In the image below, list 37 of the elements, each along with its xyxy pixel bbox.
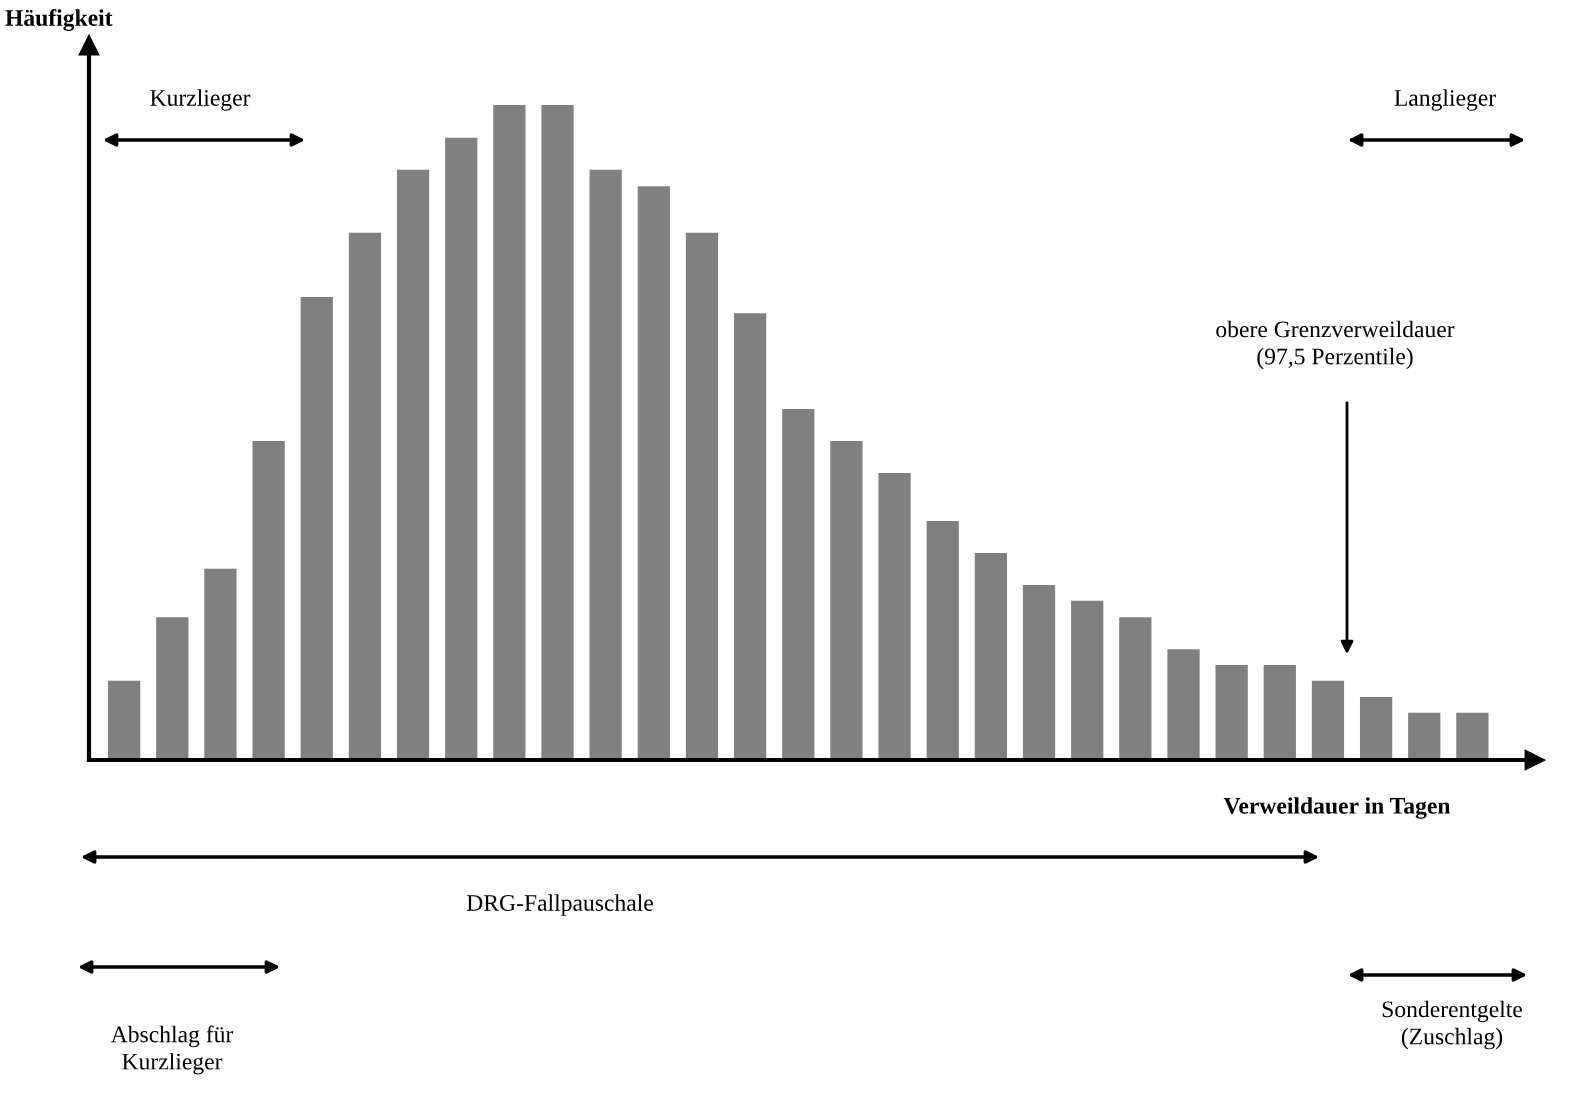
text: Sonderentgelte (Zuschlag) [1382, 1000, 1522, 1050]
bar [830, 441, 863, 760]
bar [878, 473, 911, 760]
bar [782, 408, 815, 760]
bar [1311, 680, 1345, 760]
y-axis-title: Häufigkeit [5, 9, 113, 31]
bar [348, 232, 382, 760]
bar [685, 232, 719, 760]
bar [396, 169, 430, 760]
bar [1119, 617, 1152, 760]
text: DRG-Fallpauschale [466, 894, 653, 916]
annotation: Kurzlieger [150, 89, 251, 111]
bar [1167, 649, 1200, 760]
bar [637, 186, 670, 760]
bar [1215, 665, 1248, 760]
bar [974, 553, 1008, 760]
bar [108, 680, 141, 760]
bar [926, 520, 959, 760]
text: Abschlag für Kurzlieger [110, 1025, 234, 1075]
bar [589, 169, 622, 760]
x-axis-title: Verweildauer in Tagen [1223, 797, 1451, 819]
bar [252, 441, 285, 760]
bar [541, 105, 574, 760]
bar [1456, 712, 1489, 760]
bar [156, 617, 189, 760]
bar [1408, 712, 1441, 760]
bar [1071, 600, 1104, 760]
bar [1022, 585, 1056, 760]
bar [445, 137, 478, 760]
bar [300, 296, 333, 760]
bar [733, 313, 767, 760]
bar [204, 568, 237, 760]
bar [1359, 697, 1393, 760]
annotation: Langlieger [1394, 89, 1496, 111]
bar [493, 105, 526, 760]
annotation: obere Grenzverweildauer (97,5 Perzentile) [1216, 320, 1455, 370]
bar [1263, 665, 1296, 760]
